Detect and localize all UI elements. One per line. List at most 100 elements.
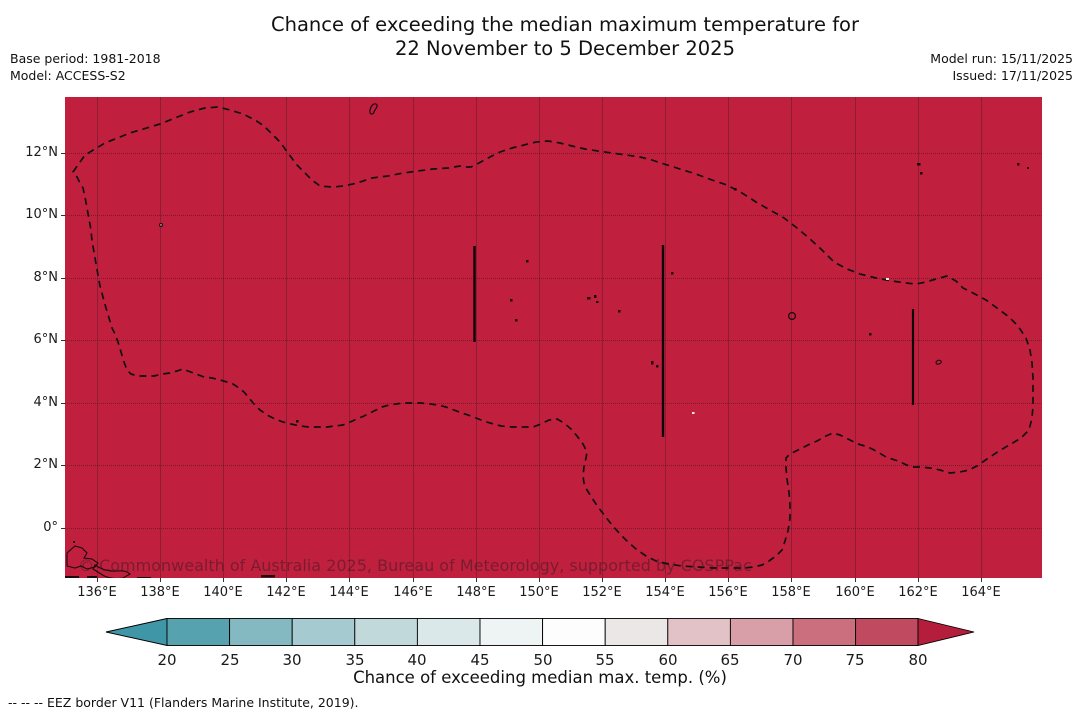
colorbar-tick-label: 45 xyxy=(470,651,490,669)
x-tickmark xyxy=(728,578,729,582)
colorbar-segment xyxy=(604,618,669,646)
colorbar-segment xyxy=(229,618,293,646)
x-axis-label: 150°E xyxy=(519,585,559,600)
island-dot xyxy=(734,188,737,191)
gridline-lon xyxy=(349,97,350,578)
colorbar-segment xyxy=(416,618,481,646)
x-tickmark xyxy=(413,578,414,582)
gridline-lon xyxy=(728,97,729,578)
x-tickmark xyxy=(539,578,540,582)
coastline-fragment xyxy=(65,576,151,578)
eez-border-dashed-outline xyxy=(72,106,1034,569)
copyright-watermark: © Commonwealth of Australia 2025, Bureau… xyxy=(78,556,752,575)
colorbar-segment xyxy=(792,618,857,646)
gridline-lat xyxy=(65,528,1042,529)
coastline-fragment xyxy=(66,545,99,570)
x-axis-label: 144°E xyxy=(329,585,369,600)
map-canvas: © Commonwealth of Australia 2025, Bureau… xyxy=(65,97,1042,578)
island-dot xyxy=(917,163,921,166)
x-tickmark xyxy=(918,578,919,582)
island-dot xyxy=(160,224,162,226)
x-axis-label: 164°E xyxy=(961,585,1001,600)
x-axis-label: 158°E xyxy=(771,585,811,600)
colorbar-right-arrow xyxy=(917,618,975,646)
run-info: Model run: 15/11/2025 Issued: 17/11/2025 xyxy=(930,50,1073,84)
island-dot xyxy=(1027,167,1029,169)
colorbar-tick-label: 65 xyxy=(720,651,740,669)
colorbar-segment xyxy=(542,618,606,646)
y-axis-label: 6°N xyxy=(33,332,59,347)
colorbar-tick-label: 55 xyxy=(595,651,615,669)
x-axis-label: 156°E xyxy=(708,585,748,600)
gridline-lon xyxy=(665,97,666,578)
island-dot xyxy=(587,297,591,300)
gridline-lat xyxy=(65,403,1042,404)
colorbar-tick-label: 25 xyxy=(220,651,240,669)
x-tickmark xyxy=(602,578,603,582)
colorbar-tick-label: 70 xyxy=(783,651,803,669)
y-axis-label: 8°N xyxy=(33,270,59,285)
gridline-lat xyxy=(65,215,1042,216)
x-tickmark xyxy=(160,578,161,582)
island-dot xyxy=(618,310,621,313)
map-overlay-svg xyxy=(65,103,1034,578)
gridline-lat xyxy=(65,340,1042,341)
x-axis-label: 162°E xyxy=(898,585,938,600)
x-axis-label: 140°E xyxy=(203,585,243,600)
y-tickmark xyxy=(61,153,65,154)
x-axis-label: 146°E xyxy=(393,585,433,600)
x-tickmark xyxy=(855,578,856,582)
eez-legend-note: -- -- -- EEZ border V11 (Flanders Marine… xyxy=(8,695,359,710)
colorbar xyxy=(105,618,975,646)
island-dot xyxy=(73,541,75,543)
colorbar-tick-label: 35 xyxy=(345,651,365,669)
gridline-lon xyxy=(286,97,287,578)
gridline-lon xyxy=(413,97,414,578)
island-dot xyxy=(510,299,513,302)
gridline-lon xyxy=(855,97,856,578)
x-tickmark xyxy=(97,578,98,582)
island-dot xyxy=(692,412,695,414)
colorbar-segment xyxy=(855,618,919,646)
x-axis-label: 152°E xyxy=(582,585,622,600)
colorbar-tick-label: 30 xyxy=(282,651,302,669)
colorbar-segment xyxy=(354,618,418,646)
y-tickmark xyxy=(61,340,65,341)
x-axis-label: 148°E xyxy=(456,585,496,600)
colorbar-axis-label: Chance of exceeding median max. temp. (%… xyxy=(353,668,727,687)
y-axis-label: 12°N xyxy=(25,145,58,160)
y-tickmark xyxy=(61,465,65,466)
x-tickmark xyxy=(223,578,224,582)
colorbar-tick-label: 20 xyxy=(157,651,177,669)
x-axis-label: 138°E xyxy=(140,585,180,600)
x-axis-label: 136°E xyxy=(77,585,117,600)
island-dot xyxy=(526,260,529,263)
issued-text: Issued: 17/11/2025 xyxy=(952,68,1074,83)
model-text: Model: ACCESS-S2 xyxy=(10,68,126,83)
y-tickmark xyxy=(61,403,65,404)
y-axis-label: 4°N xyxy=(33,395,59,410)
island-dot xyxy=(296,420,299,423)
gridline-lon xyxy=(539,97,540,578)
gridline-lon xyxy=(476,97,477,578)
island-outline-pohnpei xyxy=(787,311,797,321)
island-dot xyxy=(920,172,923,175)
title-line-2: 22 November to 5 December 2025 xyxy=(395,36,735,60)
island-outline-kosrae xyxy=(935,359,942,365)
gridline-lon xyxy=(981,97,982,578)
model-run-text: Model run: 15/11/2025 xyxy=(930,51,1073,66)
y-axis-label: 2°N xyxy=(33,457,59,472)
gridline-lat xyxy=(65,465,1042,466)
colorbar-left-arrow xyxy=(105,618,168,646)
island-dot xyxy=(515,319,518,322)
gridline-lon xyxy=(602,97,603,578)
colorbar-tick-label: 40 xyxy=(407,651,427,669)
island-outline-guam xyxy=(369,103,378,115)
y-axis-label: 10°N xyxy=(25,207,58,222)
colorbar-tick-label: 60 xyxy=(658,651,678,669)
island-dot xyxy=(869,333,872,336)
x-tickmark xyxy=(476,578,477,582)
x-tickmark xyxy=(665,578,666,582)
island-dot xyxy=(594,295,597,298)
island-dot xyxy=(671,272,674,275)
